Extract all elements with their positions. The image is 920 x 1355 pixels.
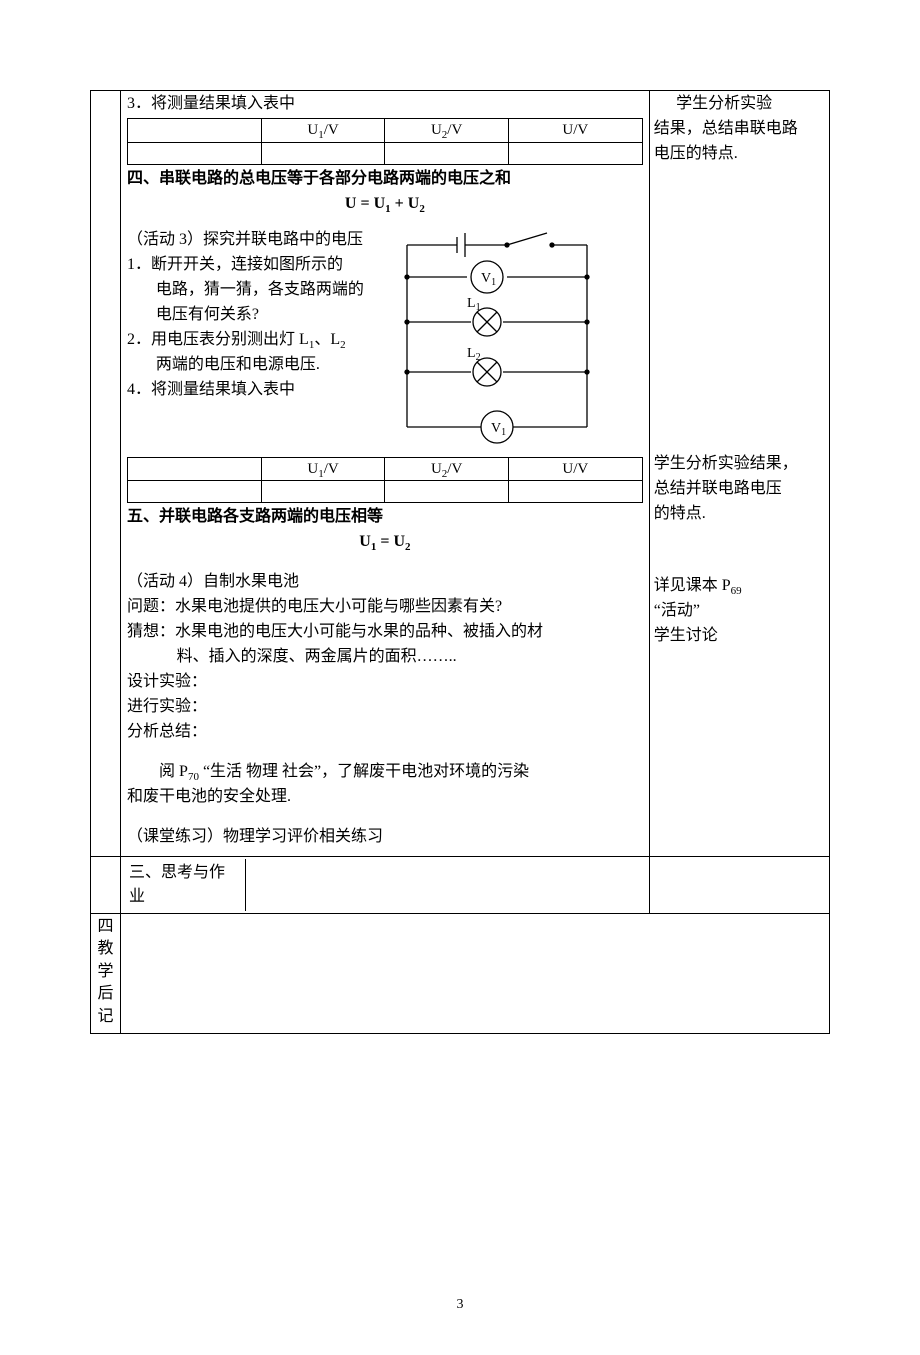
t1-c3 — [508, 142, 642, 164]
homework-content — [245, 859, 645, 911]
side-notes-cell: 学生分析实验 结果，总结串联电路 电压的特点. 学生分析实验结果， 总结并联电路… — [649, 91, 829, 857]
side-note1b: 结果，总结串联电路 — [654, 117, 825, 141]
t2-c3 — [508, 481, 642, 503]
diagram-v2-label: V1 — [491, 421, 506, 438]
act4-guess1: 猜想：水果电池的电压大小可能与水果的品种、被插入的材 — [127, 620, 643, 644]
t2-h0 — [128, 457, 262, 481]
side-note3c: 学生讨论 — [654, 624, 825, 648]
section5-formula: U1 = U2 — [359, 533, 410, 550]
parallel-circuit-diagram: V1 L1 L2 V1 — [387, 227, 607, 447]
reflect-content — [121, 914, 830, 1034]
reflect-label: 四教学后记 — [91, 914, 121, 1034]
act4-title: （活动 4）自制水果电池 — [127, 570, 643, 594]
diagram-l1-label: L1 — [467, 296, 481, 313]
act3-l2b: 两端的电压和电源电压. — [127, 353, 377, 377]
act4-design: 设计实验： — [127, 670, 643, 694]
side-note3a: 详见课本 P69 — [654, 574, 825, 598]
act3-title: （活动 3）探究并联电路中的电压 — [127, 228, 377, 252]
diagram-v1-label: V1 — [481, 271, 496, 288]
act3-l1c: 电压有何关系? — [127, 303, 377, 327]
step3-text: 3．将测量结果填入表中 — [127, 92, 643, 116]
side-note2a: 学生分析实验结果， — [654, 452, 825, 476]
section4-title: 四、串联电路的总电压等于各部分电路两端的电压之和 — [127, 167, 643, 191]
t1-c2 — [385, 142, 509, 164]
homework-label: 三、思考与作业 — [125, 859, 245, 911]
t1-c0 — [128, 142, 262, 164]
section4-formula: U = U1 + U2 — [345, 195, 425, 212]
lesson-plan-table: 3．将测量结果填入表中 U1/V U2/V U/V 四、串联电路的总电压等于各部… — [90, 90, 830, 1034]
main-content-cell: 3．将测量结果填入表中 U1/V U2/V U/V 四、串联电路的总电压等于各部… — [121, 91, 650, 857]
class-practice: （课堂练习）物理学习评价相关练习 — [127, 825, 643, 849]
side-note1a: 学生分析实验 — [654, 92, 825, 116]
act3-l4: 4．将测量结果填入表中 — [127, 378, 377, 402]
results-table-2: U1/V U2/V U/V — [127, 457, 643, 504]
page-number: 3 — [90, 1294, 830, 1315]
act4-run: 进行实验： — [127, 695, 643, 719]
t1-h1: U1/V — [261, 119, 385, 143]
side-note2c: 的特点. — [654, 502, 825, 526]
side-note2b: 总结并联电路电压 — [654, 477, 825, 501]
diagram-l2-label: L2 — [467, 346, 481, 363]
act4-guess2: 料、插入的深度、两金属片的面积…….. — [127, 645, 643, 669]
results-table-1: U1/V U2/V U/V — [127, 118, 643, 165]
t1-h0 — [128, 119, 262, 143]
t1-c1 — [261, 142, 385, 164]
t2-h1: U1/V — [261, 457, 385, 481]
row2-leftcol — [91, 857, 121, 914]
homework-label-cell: 三、思考与作业 — [121, 857, 650, 914]
act4-analyze: 分析总结： — [127, 720, 643, 744]
reading-line2: 和废干电池的安全处理. — [127, 785, 643, 809]
reading-line1: 阅 P70 “生活 物理 社会”，了解废干电池对环境的污染 — [127, 760, 643, 784]
section5-title: 五、并联电路各支路两端的电压相等 — [127, 505, 643, 529]
side-note3b: “活动” — [654, 599, 825, 623]
row2-side — [649, 857, 829, 914]
act4-question: 问题：水果电池提供的电压大小可能与哪些因素有关? — [127, 595, 643, 619]
t2-c1 — [261, 481, 385, 503]
row1-leftcol — [91, 91, 121, 857]
t1-h2: U2/V — [385, 119, 509, 143]
t2-h2: U2/V — [385, 457, 509, 481]
t2-c2 — [385, 481, 509, 503]
act3-l1b: 电路，猜一猜，各支路两端的 — [127, 278, 377, 302]
side-note1c: 电压的特点. — [654, 142, 825, 166]
act3-l1a: 1．断开开关，连接如图所示的 — [127, 253, 377, 277]
t2-c0 — [128, 481, 262, 503]
t2-h3: U/V — [508, 457, 642, 481]
act3-l2a: 2．用电压表分别测出灯 L1、L2 — [127, 328, 377, 352]
t1-h3: U/V — [508, 119, 642, 143]
